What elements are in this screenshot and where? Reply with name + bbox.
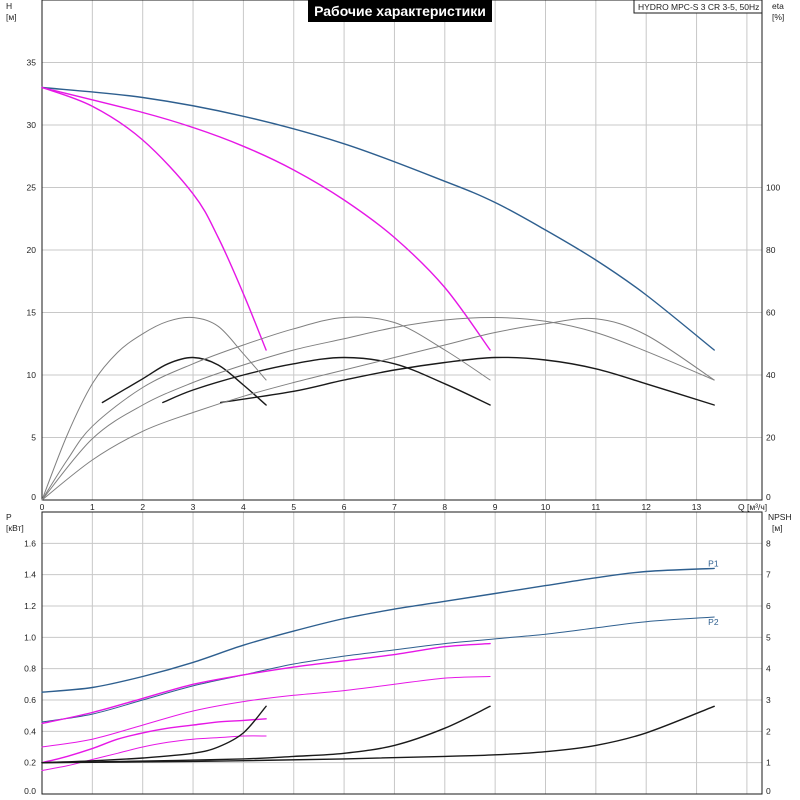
power-axis-label: P <box>6 512 12 522</box>
power-y-left-tick: 0.2 <box>24 758 36 768</box>
x-tick-label: 10 <box>541 502 551 512</box>
x-tick-label: 7 <box>392 502 397 512</box>
power-y-left-tick: 0.8 <box>24 664 36 674</box>
head-y-left-tick: 25 <box>27 183 37 193</box>
x-tick-label: 12 <box>641 502 651 512</box>
x-tick-label: 11 <box>591 502 600 512</box>
power-y-left-tick: 1.6 <box>24 538 36 548</box>
power-series-black-line <box>41 705 267 764</box>
head-series-gray-line <box>41 316 491 501</box>
x-tick-label: 6 <box>342 502 347 512</box>
power-y-left-tick: 0.4 <box>24 726 36 736</box>
power-axis-unit: [кВт] <box>6 523 24 533</box>
head-y-left-tick: 0 <box>31 492 36 502</box>
x-tick-label: 8 <box>442 502 447 512</box>
power-panel-grid <box>42 512 762 794</box>
power-y-right-tick: 5 <box>766 632 771 642</box>
power-panel-ticks: 0.0 0.2 0.4 0.6 0.8 1.0 1.2 1.4 1.6 0 1 2 3 4 5 6 7 8 <box>24 538 771 796</box>
chart-title: Рабочие характеристики <box>314 3 486 19</box>
power-series-magenta-line <box>41 642 491 725</box>
eta-axis-label: eta <box>772 1 784 11</box>
model-label: HYDRO MPC-S 3 CR 3-5, 50Hz <box>638 2 759 12</box>
head-series-black-line <box>220 356 715 406</box>
model-box <box>633 0 763 14</box>
npsh-axis-label: NPSH <box>768 512 792 522</box>
power-series-label: P2 <box>708 617 719 627</box>
power-series-black-line <box>41 705 491 764</box>
head-series-black-line <box>101 356 267 406</box>
head-axis-label: H <box>6 1 12 11</box>
chart-title-box <box>308 0 492 22</box>
flow-axis-label: Q [м³/ч] <box>738 502 767 512</box>
power-y-left-tick: 0.6 <box>24 695 36 705</box>
eta-axis-unit: [%] <box>772 12 784 22</box>
head-y-left-tick: 10 <box>27 370 37 380</box>
x-tick-label: 0 <box>40 502 45 512</box>
head-y-left-tick: 5 <box>31 433 36 443</box>
head-series-magenta-line <box>41 86 491 351</box>
power-series-black-line <box>41 705 715 764</box>
head-series-gray-line <box>41 317 715 501</box>
head-series-blue-line <box>41 86 715 351</box>
head-y-left-tick: 15 <box>27 308 37 318</box>
power-y-left-tick: 1.2 <box>24 601 36 611</box>
power-y-right-tick: 0 <box>766 786 771 796</box>
x-tick-label: 2 <box>140 502 145 512</box>
head-y-right-tick: 40 <box>766 370 776 380</box>
power-panel-series: P1 P2 <box>41 558 719 771</box>
power-series-blue-line <box>41 567 715 693</box>
head-y-left-tick: 35 <box>27 58 37 68</box>
head-y-right-tick: 20 <box>766 433 776 443</box>
power-y-right-tick: 1 <box>766 758 771 768</box>
x-tick-label: 3 <box>191 502 196 512</box>
power-y-right-tick: 6 <box>766 601 771 611</box>
x-tick-label: 13 <box>692 502 702 512</box>
head-panel-series <box>41 86 715 501</box>
head-y-right-tick: 100 <box>766 183 780 193</box>
x-tick-label: 9 <box>493 502 498 512</box>
power-series-magenta-line <box>41 718 267 764</box>
head-y-left-tick: 20 <box>27 245 37 255</box>
npsh-axis-unit: [м] <box>772 523 783 533</box>
head-y-right-tick: 0 <box>766 492 771 502</box>
head-series-magenta-line <box>41 86 267 351</box>
x-tick-label: 4 <box>241 502 246 512</box>
power-series-magenta-line <box>41 676 491 748</box>
power-y-left-tick: 0.0 <box>24 786 36 796</box>
head-series-gray-line <box>41 316 267 501</box>
head-series-gray-line <box>41 316 715 501</box>
head-y-right-tick: 80 <box>766 245 776 255</box>
head-y-right-tick: 60 <box>766 308 776 318</box>
power-y-right-tick: 8 <box>766 538 771 548</box>
head-axis-unit: [м] <box>6 12 17 22</box>
power-y-left-tick: 1.4 <box>24 570 36 580</box>
power-series-label: P1 <box>708 558 719 568</box>
power-panel-frame <box>41 511 763 795</box>
power-y-right-tick: 4 <box>766 664 771 674</box>
power-y-right-tick: 7 <box>766 570 771 580</box>
head-series-black-line <box>162 356 491 406</box>
power-y-left-tick: 1.0 <box>24 632 36 642</box>
power-y-right-tick: 3 <box>766 695 771 705</box>
head-panel-frame <box>41 0 763 501</box>
head-y-left-tick: 30 <box>27 120 37 130</box>
power-series-blue-line <box>41 616 715 723</box>
x-tick-label: 5 <box>291 502 296 512</box>
x-tick-label: 1 <box>90 502 95 512</box>
power-y-right-tick: 2 <box>766 726 771 736</box>
head-panel-grid <box>42 0 762 500</box>
